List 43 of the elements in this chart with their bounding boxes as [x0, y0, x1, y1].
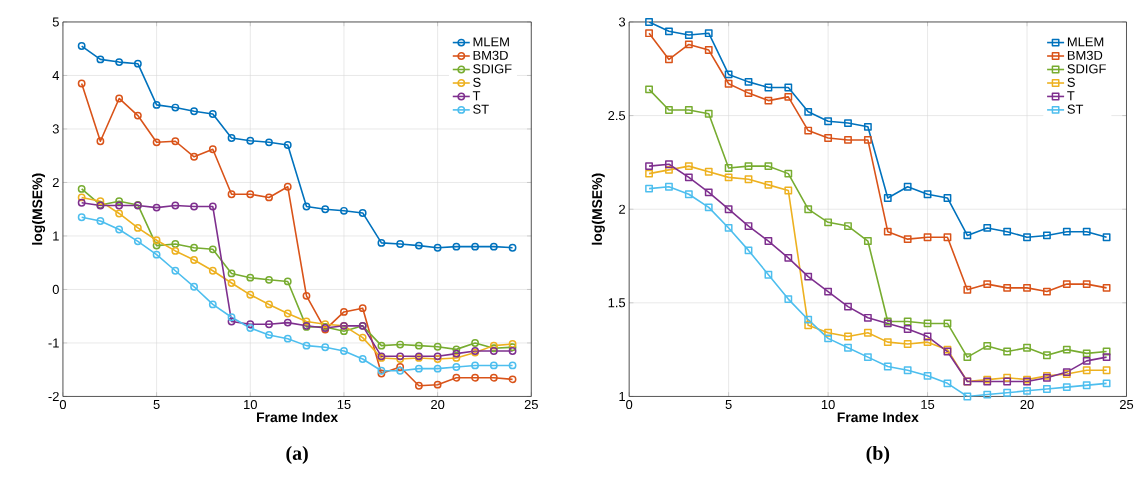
legend-label: MLEM [1067, 37, 1104, 47]
legend-label: T [472, 91, 481, 100]
y-tick-label: 3 [618, 17, 626, 27]
y-tick-label: 4 [52, 70, 60, 80]
legend-label: BM3D [473, 50, 508, 60]
y-tick-label: 1 [53, 231, 59, 241]
x-tick-label: 25 [524, 399, 538, 409]
x-tick-label: 25 [1119, 399, 1134, 409]
text: (b) [866, 445, 890, 464]
legend-label: ST [1067, 104, 1084, 114]
y-tick-label: 2.5 [608, 110, 626, 120]
y-tick-label: 2 [52, 177, 59, 187]
legend-label: MLEM [473, 37, 509, 47]
y-tick-label: 2 [619, 204, 625, 214]
x-axis-title: Frame Index [257, 411, 339, 423]
y-tick-label: -2 [48, 391, 59, 401]
x-tick-label: 15 [337, 399, 351, 409]
legend-label: SDIGF [1067, 64, 1106, 74]
x-tick-label: 20 [1020, 399, 1034, 409]
x-tick-label: 0 [59, 399, 67, 409]
x-tick-label: 10 [821, 399, 835, 409]
legend-label: S [1067, 77, 1075, 87]
legend-label: SDIGF [473, 64, 512, 74]
y-tick-label: 5 [52, 17, 59, 27]
x-tick-label: 5 [153, 399, 160, 409]
y-tick-label: 3 [52, 124, 59, 134]
legend-label: ST [473, 104, 489, 114]
y-tick-label: 0 [52, 284, 59, 294]
x-tick-label: 20 [431, 399, 445, 409]
y-axis-title: log(MSE%) [32, 173, 46, 245]
y-tick-label: 1 [619, 391, 626, 401]
legend-label: BM3D [1067, 50, 1103, 60]
legend-label: S [473, 77, 481, 87]
text: (a) [286, 445, 308, 464]
x-tick-label: 5 [725, 399, 732, 409]
y-tick-label: -1 [48, 338, 59, 348]
x-tick-label: 15 [921, 399, 935, 409]
x-axis-title: Frame Index [837, 411, 919, 423]
legend-label: T [1067, 91, 1075, 100]
y-tick-label: 1.5 [608, 298, 626, 308]
x-tick-label: 10 [244, 399, 257, 409]
y-axis-title: log(MSE%) [591, 173, 605, 245]
x-tick-label: 0 [626, 399, 633, 409]
